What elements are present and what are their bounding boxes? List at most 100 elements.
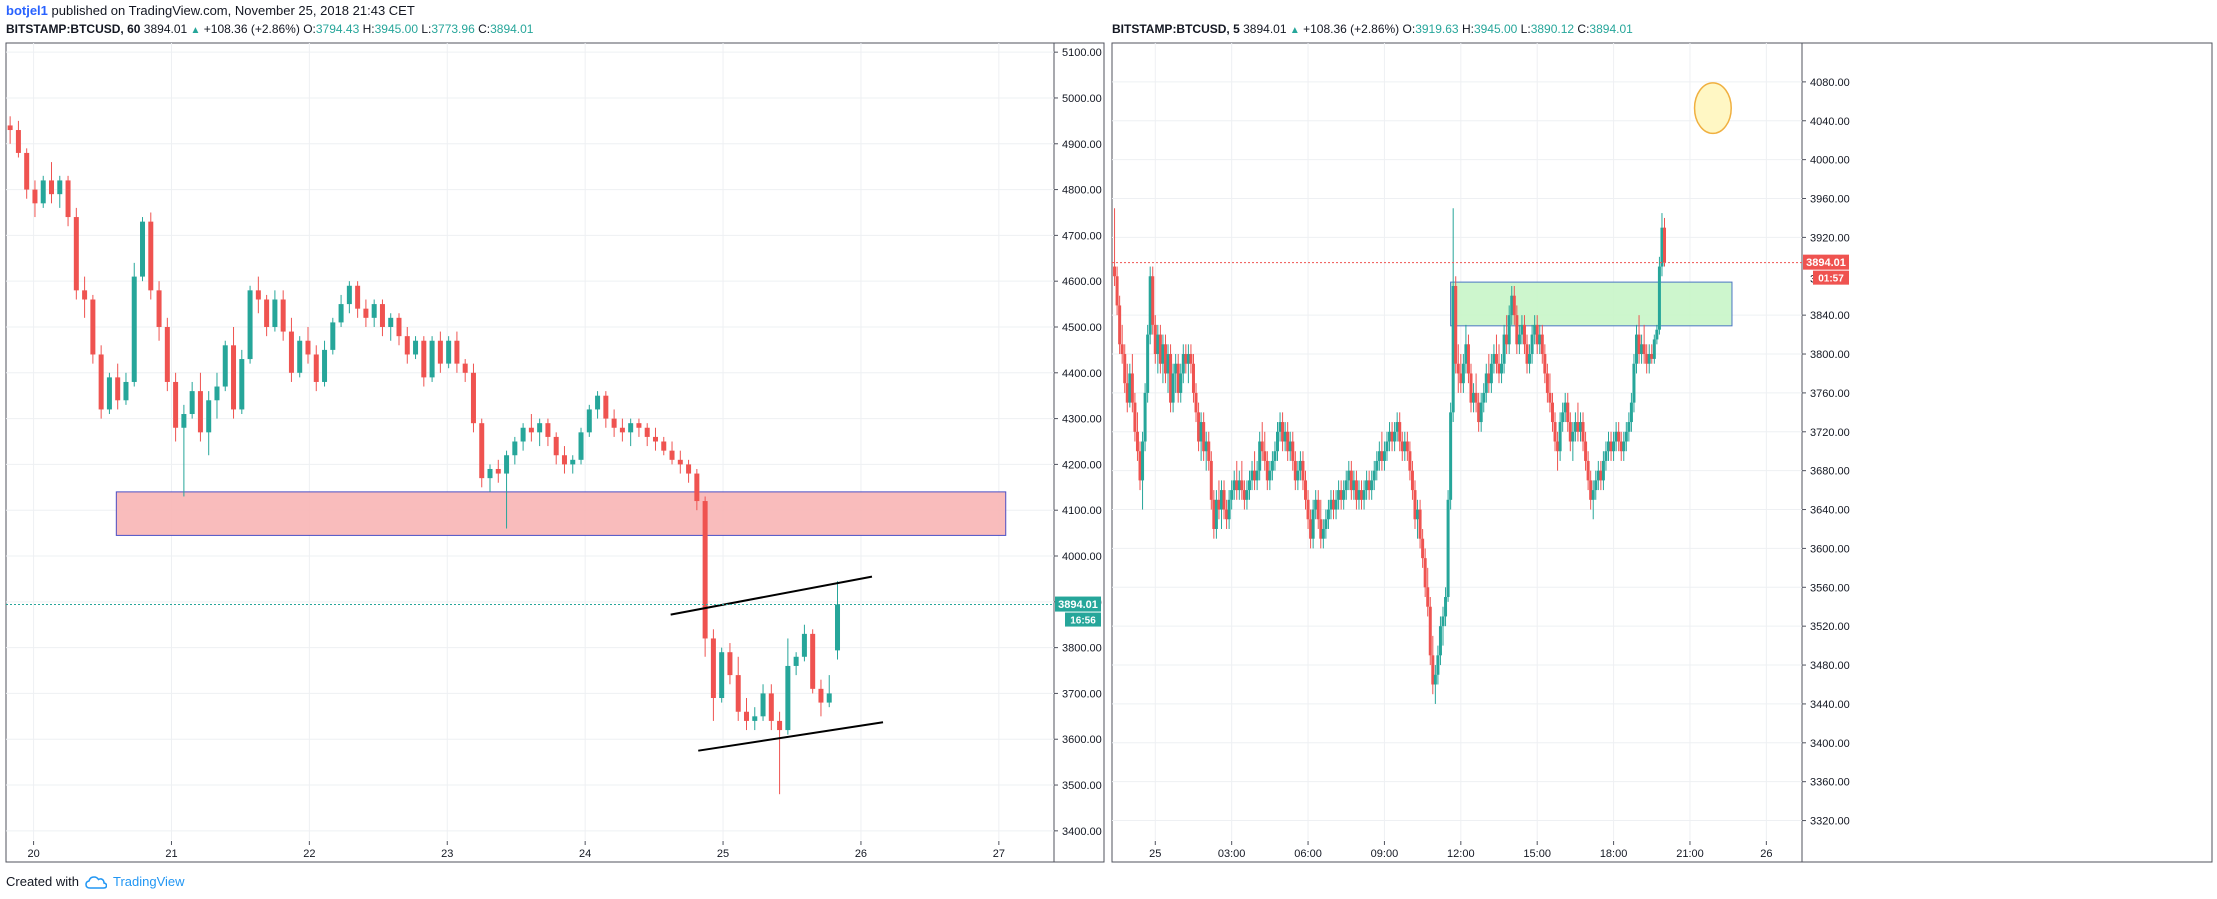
candle-body [173,381,179,428]
candle-body [1156,334,1160,355]
candle-body [1186,354,1190,364]
candle-body [1617,431,1621,442]
candle-body [479,423,485,479]
candle-body [1500,363,1504,374]
x-tick-label: 12:00 [1447,848,1475,860]
candle-body [1372,470,1376,481]
y-tick-label: 3920.00 [1810,232,1850,244]
candle-body [760,693,766,717]
candle-body [628,423,634,433]
candle-body [1438,626,1442,656]
candle-body [379,304,385,327]
candle-body [1609,441,1613,452]
candle-body [1128,373,1132,403]
legend-close-label: C: [1577,22,1590,36]
candle-body [1214,499,1218,529]
candle-body [1225,509,1229,520]
candle-body [570,459,576,465]
candle-body [65,180,71,218]
x-tick-label: 18:00 [1600,848,1628,860]
y-tick-label: 3500.00 [1062,780,1102,792]
candle-body [1594,480,1598,491]
y-tick-label: 4900.00 [1062,139,1102,151]
candle-body [297,340,303,373]
candle-body [826,693,832,703]
candle-body [1324,519,1328,529]
candle-body [694,473,700,502]
candle-body [1342,490,1346,500]
last-price-label: 3894.01 [1806,257,1846,269]
candle-body [1484,373,1488,393]
y-tick-label: 3680.00 [1810,466,1850,478]
candle-body [1494,354,1498,364]
candle-body [1115,276,1119,306]
candle-body [1456,363,1460,374]
legend-close-label: C: [478,22,491,36]
candle-body [1556,441,1560,452]
candle-body [1293,460,1297,481]
candle-body [32,189,38,204]
candle-body [206,400,212,433]
candle-body [131,276,137,382]
x-tick-label: 23 [441,848,453,860]
y-tick-label: 3360.00 [1810,777,1850,789]
candle-body [1619,441,1623,452]
candle-body [49,180,55,195]
candle-body [1273,451,1277,461]
candle-body [1362,490,1366,500]
y-tick-label: 4600.00 [1062,276,1102,288]
candle-body [40,180,46,204]
candle-body [578,432,584,460]
y-tick-label: 4800.00 [1062,185,1102,197]
author-link[interactable]: botjel1 [6,3,48,18]
y-tick-label: 3320.00 [1810,816,1850,828]
candle-body [504,455,510,474]
candle-body [1550,402,1554,423]
x-tick-label: 24 [579,848,591,860]
candle-body [82,290,88,300]
candle-body [1446,499,1450,598]
candle-body [1268,470,1272,481]
legend-high: 3945.00 [1473,22,1518,36]
candle-body [1454,285,1458,364]
candle-body [437,340,443,364]
candle-body [1482,392,1486,403]
candle-body [644,427,650,437]
candle-body [1291,441,1295,461]
candle-body [222,345,228,387]
candle-body [1535,324,1539,345]
candle-body [586,409,592,433]
candle-body [164,326,170,382]
candle-body [1657,266,1661,330]
legend-close: 3894.01 [1589,22,1633,36]
candle-body [214,386,220,401]
y-tick-label: 4000.00 [1062,551,1102,563]
y-tick-label: 5100.00 [1062,47,1102,59]
candle-body [1591,490,1595,500]
legend-low-label: L: [421,22,432,36]
candle-body [1153,324,1157,355]
chart-pane-right: 3320.00 3360.00 3400.00 3440.00 3480.00 3520.… [1111,42,2213,863]
candle-body [1522,324,1526,345]
candle-body [743,711,749,721]
legend-open: 3794.43 [315,22,360,36]
candle-body [1400,441,1404,452]
candle-body [1270,460,1274,471]
candle-body [1474,392,1478,403]
x-tick-label: 25 [1149,848,1161,860]
legend-open-label: O: [1402,22,1416,36]
candle-body [636,423,642,428]
tradingview-link[interactable]: TradingView [112,874,185,889]
candle-body [1365,480,1369,491]
candle-body [1375,460,1379,471]
candle-body [57,180,63,195]
candle-body [1258,441,1262,471]
candle-body [1398,422,1402,442]
candle-body [1141,441,1145,481]
candle-body [1237,480,1241,491]
x-tick-label: 03:00 [1218,848,1246,860]
candle-body [512,441,518,456]
candle-body [1606,441,1610,452]
candle-body [1410,470,1414,491]
